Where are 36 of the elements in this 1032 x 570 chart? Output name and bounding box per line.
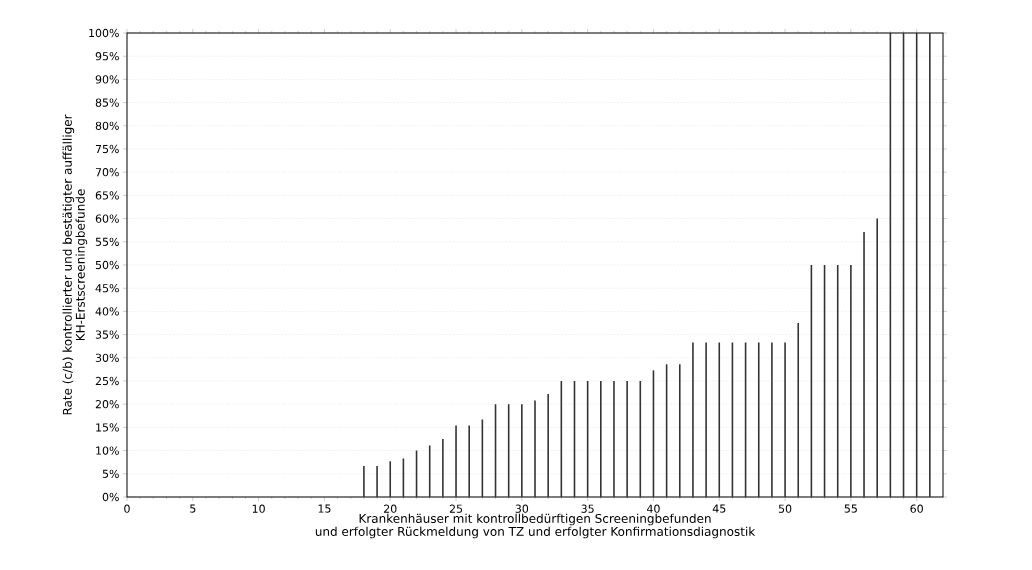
x-axis-title: Krankenhäuser mit kontrollbedürftigen Screeningbefunden und erfolgter Rückmeldung von TZ und erfolgter Konfirmationsdiagnostik xyxy=(315,513,756,539)
x-tick-label: 30 xyxy=(515,504,529,513)
x-tick-label: 0 xyxy=(124,504,130,513)
y-tick-label: 0% xyxy=(102,492,119,502)
y-tick-label: 80% xyxy=(95,121,119,130)
y-tick-label: 15% xyxy=(96,423,119,432)
x-tick-label: 45 xyxy=(712,504,726,513)
x-tick-label: 10 xyxy=(252,504,265,513)
x-tick-label: 5 xyxy=(190,504,196,513)
y-tick-label: 10% xyxy=(96,446,119,455)
y-tick-label: 5% xyxy=(102,469,119,478)
y-tick-label: 40% xyxy=(95,307,119,316)
y-tick-label: 70% xyxy=(95,168,119,177)
x-tick-label: 15 xyxy=(318,504,331,513)
y-tick-label: 65% xyxy=(95,191,119,200)
y-tick-label: 50% xyxy=(95,260,119,270)
y-tick-label: 25% xyxy=(95,376,119,386)
x-tick-label: 20 xyxy=(384,504,397,513)
y-tick-label: 35% xyxy=(95,330,119,339)
y-axis-title: Rate (c/b) kontrollierter und bestätigter auffälliger KH-Erstscreeningbefunde xyxy=(62,114,88,415)
y-tick-label: 75% xyxy=(95,144,119,154)
x-tick-label: 50 xyxy=(778,504,792,513)
y-tick-label: 30% xyxy=(95,353,119,362)
y-tick-label: 90% xyxy=(95,75,119,84)
x-tick-label: 55 xyxy=(844,504,857,513)
x-tick-label: 35 xyxy=(581,504,594,513)
y-tick-label: 60% xyxy=(95,214,119,223)
y-tick-label: 55% xyxy=(95,237,119,246)
y-tick-label: 85% xyxy=(95,98,119,107)
x-tick-label: 60 xyxy=(910,504,923,513)
x-tick-label: 40 xyxy=(646,504,660,513)
y-tick-label: 100% xyxy=(89,28,119,38)
y-tick-label: 95% xyxy=(95,52,119,61)
y-tick-label: 20% xyxy=(95,400,119,409)
y-tick-label: 45% xyxy=(95,284,119,293)
x-tick-label: 25 xyxy=(449,504,463,513)
